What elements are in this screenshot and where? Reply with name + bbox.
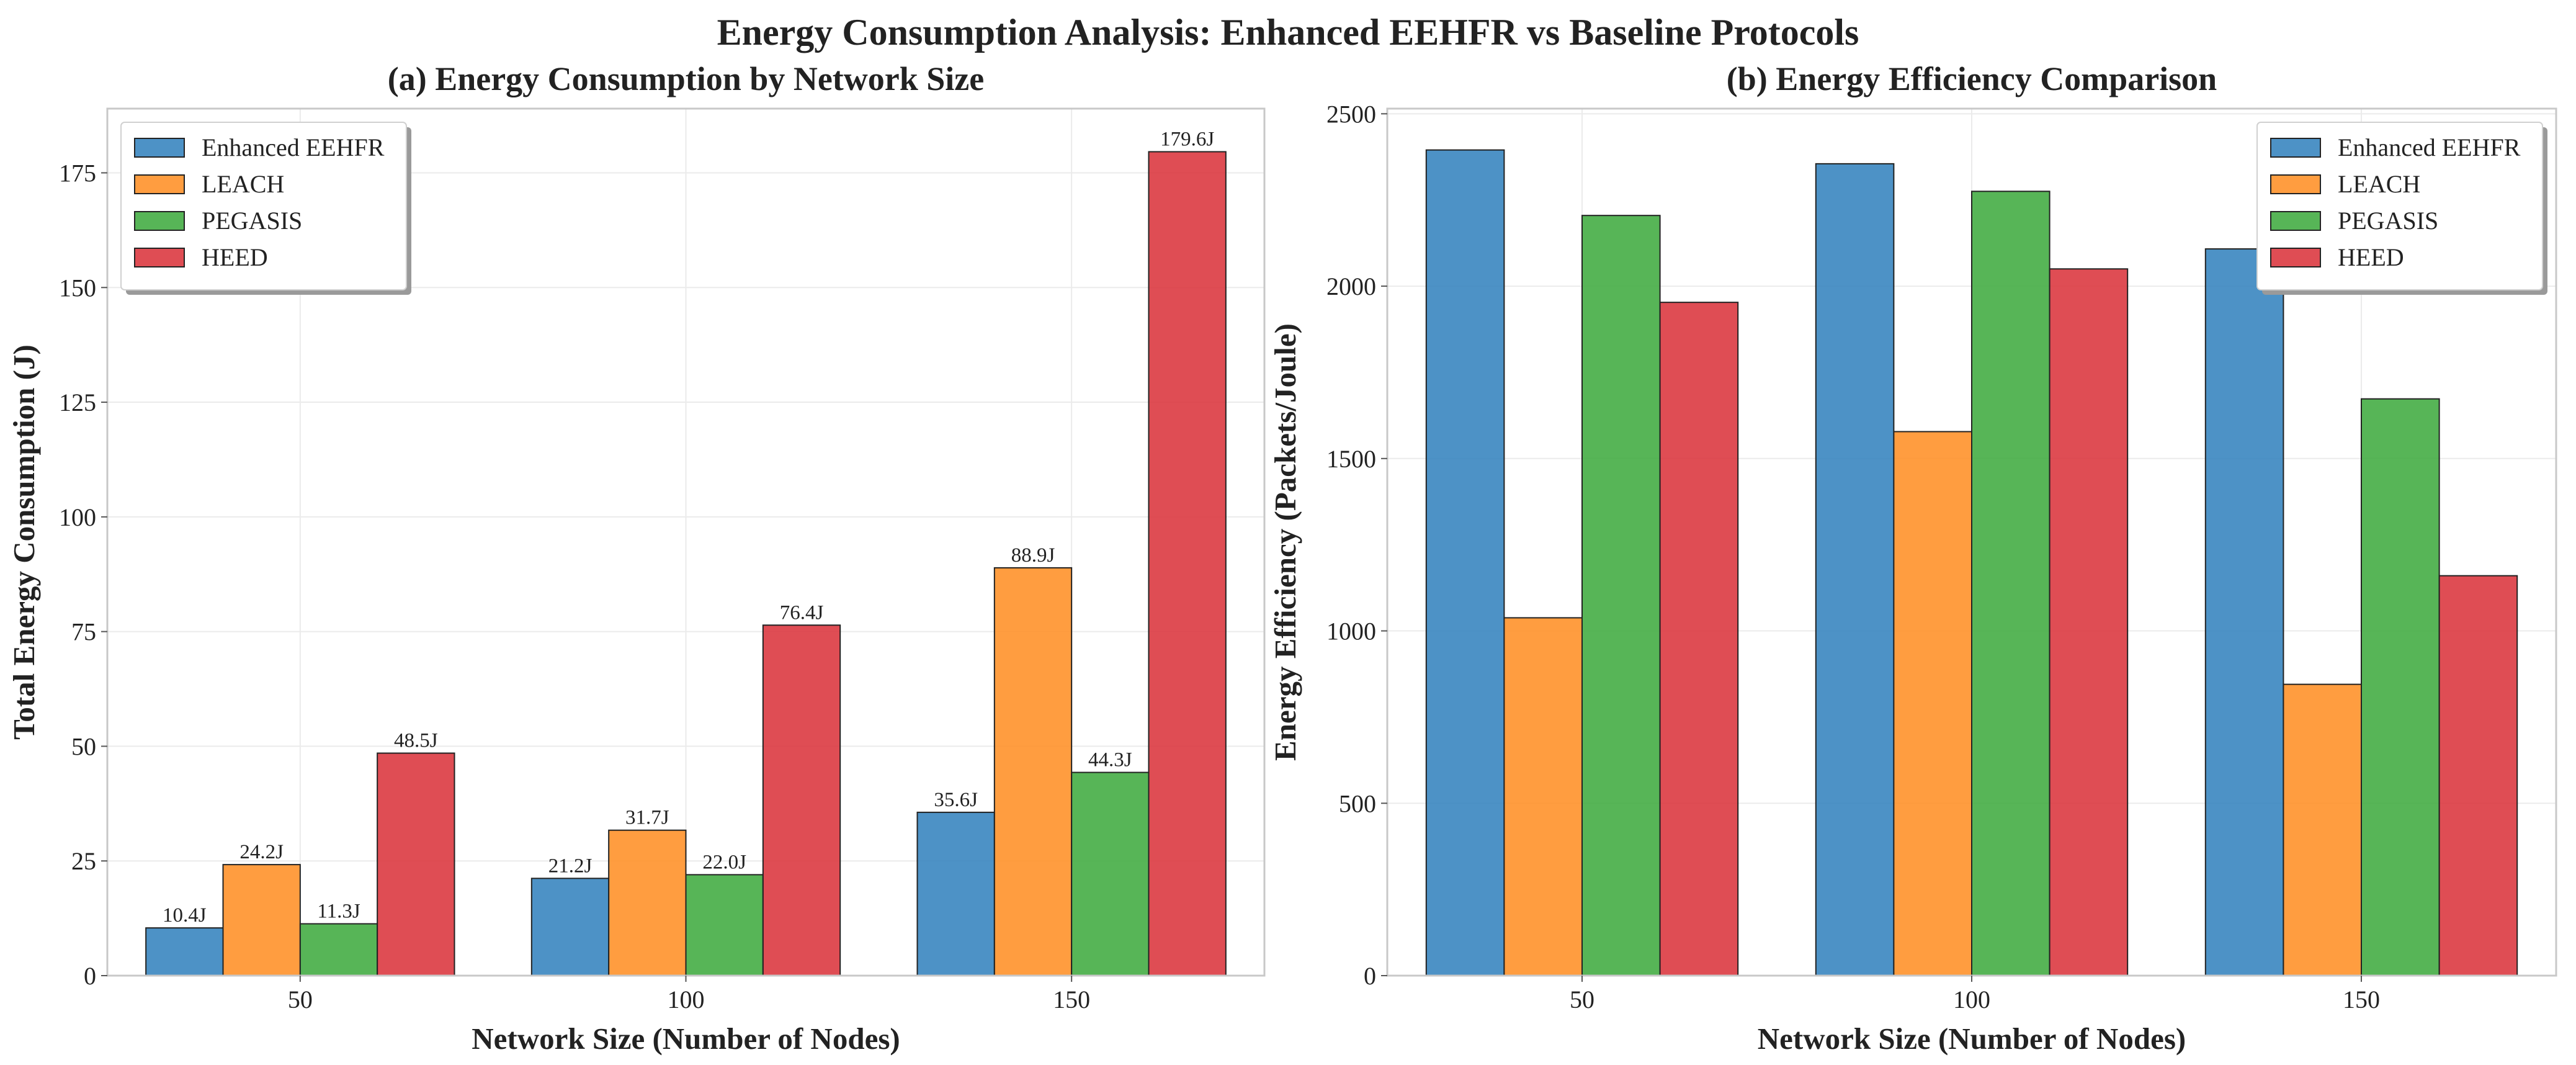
x-tick-label: 100 [668,986,705,1013]
data-label: 11.3J [317,900,360,922]
y-tick-label: 50 [71,732,96,760]
bar [2283,683,2362,977]
bar [2438,575,2518,976]
y-tick-label: 2000 [1326,272,1376,300]
legend-swatch [2270,138,2321,158]
data-label: 48.5J [394,730,438,752]
data-label: 22.0J [702,851,746,873]
bar [1815,163,1895,976]
bar [145,927,224,977]
legend-label: LEACH [2338,170,2420,198]
y-tick-label: 2500 [1326,100,1376,128]
bar [685,874,764,976]
bar [1893,431,1972,976]
data-label: 31.7J [625,807,669,829]
bar [1071,771,1150,977]
y-tick-label: 25 [71,847,96,875]
legend-swatch [134,174,185,194]
legend-label: HEED [202,243,268,271]
chart-title: (b) Energy Efficiency Comparison [1727,60,2217,97]
bar [222,864,301,977]
bar [1971,191,2051,976]
legend-label: HEED [2338,243,2404,271]
y-tick-label: 75 [71,618,96,646]
bar [993,567,1073,976]
y-tick-label: 125 [59,389,96,416]
x-tick-label: 50 [288,986,313,1013]
legend-label: Enhanced EEHFR [202,133,385,161]
bar [1425,149,1505,977]
legend-swatch [2270,174,2321,194]
data-label: 35.6J [934,789,978,811]
legend-label: PEGASIS [2338,207,2438,235]
data-label: 76.4J [780,601,824,624]
energy-consumption-chart: 10.4J 21.2J 35.6J 24.2J 31.7J 88.9J 11.3J 22.0J… [7,60,1266,1056]
legend-box [2256,122,2543,290]
x-tick-label: 50 [1570,986,1594,1013]
legend-label: Enhanced EEHFR [2338,133,2521,161]
legend-swatch [134,211,185,231]
x-tick-label: 150 [1053,986,1090,1013]
bar [1581,215,1661,976]
y-tick-label: 175 [59,159,96,187]
y-axis-label: Energy Efficiency (Packets/Joule) [1268,323,1302,761]
bar [2204,248,2284,976]
chart-title: (a) Energy Consumption by Network Size [388,60,985,97]
data-label: 179.6J [1160,128,1214,150]
y-axis-label: Total Energy Consumption (J) [7,344,41,740]
bar [608,829,687,976]
y-tick-label: 1000 [1326,618,1376,645]
data-label: 88.9J [1011,544,1055,567]
legend-label: PEGASIS [202,207,302,235]
data-label: 10.4J [163,904,207,927]
x-tick-label: 100 [1953,986,1990,1013]
y-tick-label: 100 [59,503,96,531]
legend-swatch [134,248,185,267]
y-tick-label: 0 [1364,962,1376,990]
bar [530,878,610,976]
y-tick-label: 0 [84,962,96,990]
data-label: 44.3J [1088,749,1132,771]
bar [299,923,378,977]
bar [2049,268,2129,976]
bar [377,752,455,977]
legend-label: LEACH [202,170,284,198]
legend-swatch [2270,248,2321,267]
y-tick-label: 500 [1339,789,1376,817]
bar [2361,398,2440,976]
x-axis-label: Network Size (Number of Nodes) [1758,1022,2186,1056]
x-axis-label: Network Size (Number of Nodes) [472,1022,900,1056]
bar [1503,617,1583,976]
y-tick-label: 150 [59,274,96,302]
bar [762,624,841,976]
energy-efficiency-chart: 0 500 1000 1500 2000 2500 50 100 150 (b) Energy E… [1268,60,2557,1056]
figure-suptitle: Energy Consumption Analysis: Enhanced EE… [717,12,1859,53]
legend-swatch [134,138,185,158]
legend-box [120,122,407,290]
data-label: 21.2J [548,855,593,877]
bar [916,811,995,976]
bar [1659,302,1739,976]
data-label: 24.2J [239,841,284,863]
y-tick-label: 1500 [1326,445,1376,473]
x-tick-label: 150 [2343,986,2380,1013]
bar [1148,151,1227,976]
legend-swatch [2270,211,2321,231]
